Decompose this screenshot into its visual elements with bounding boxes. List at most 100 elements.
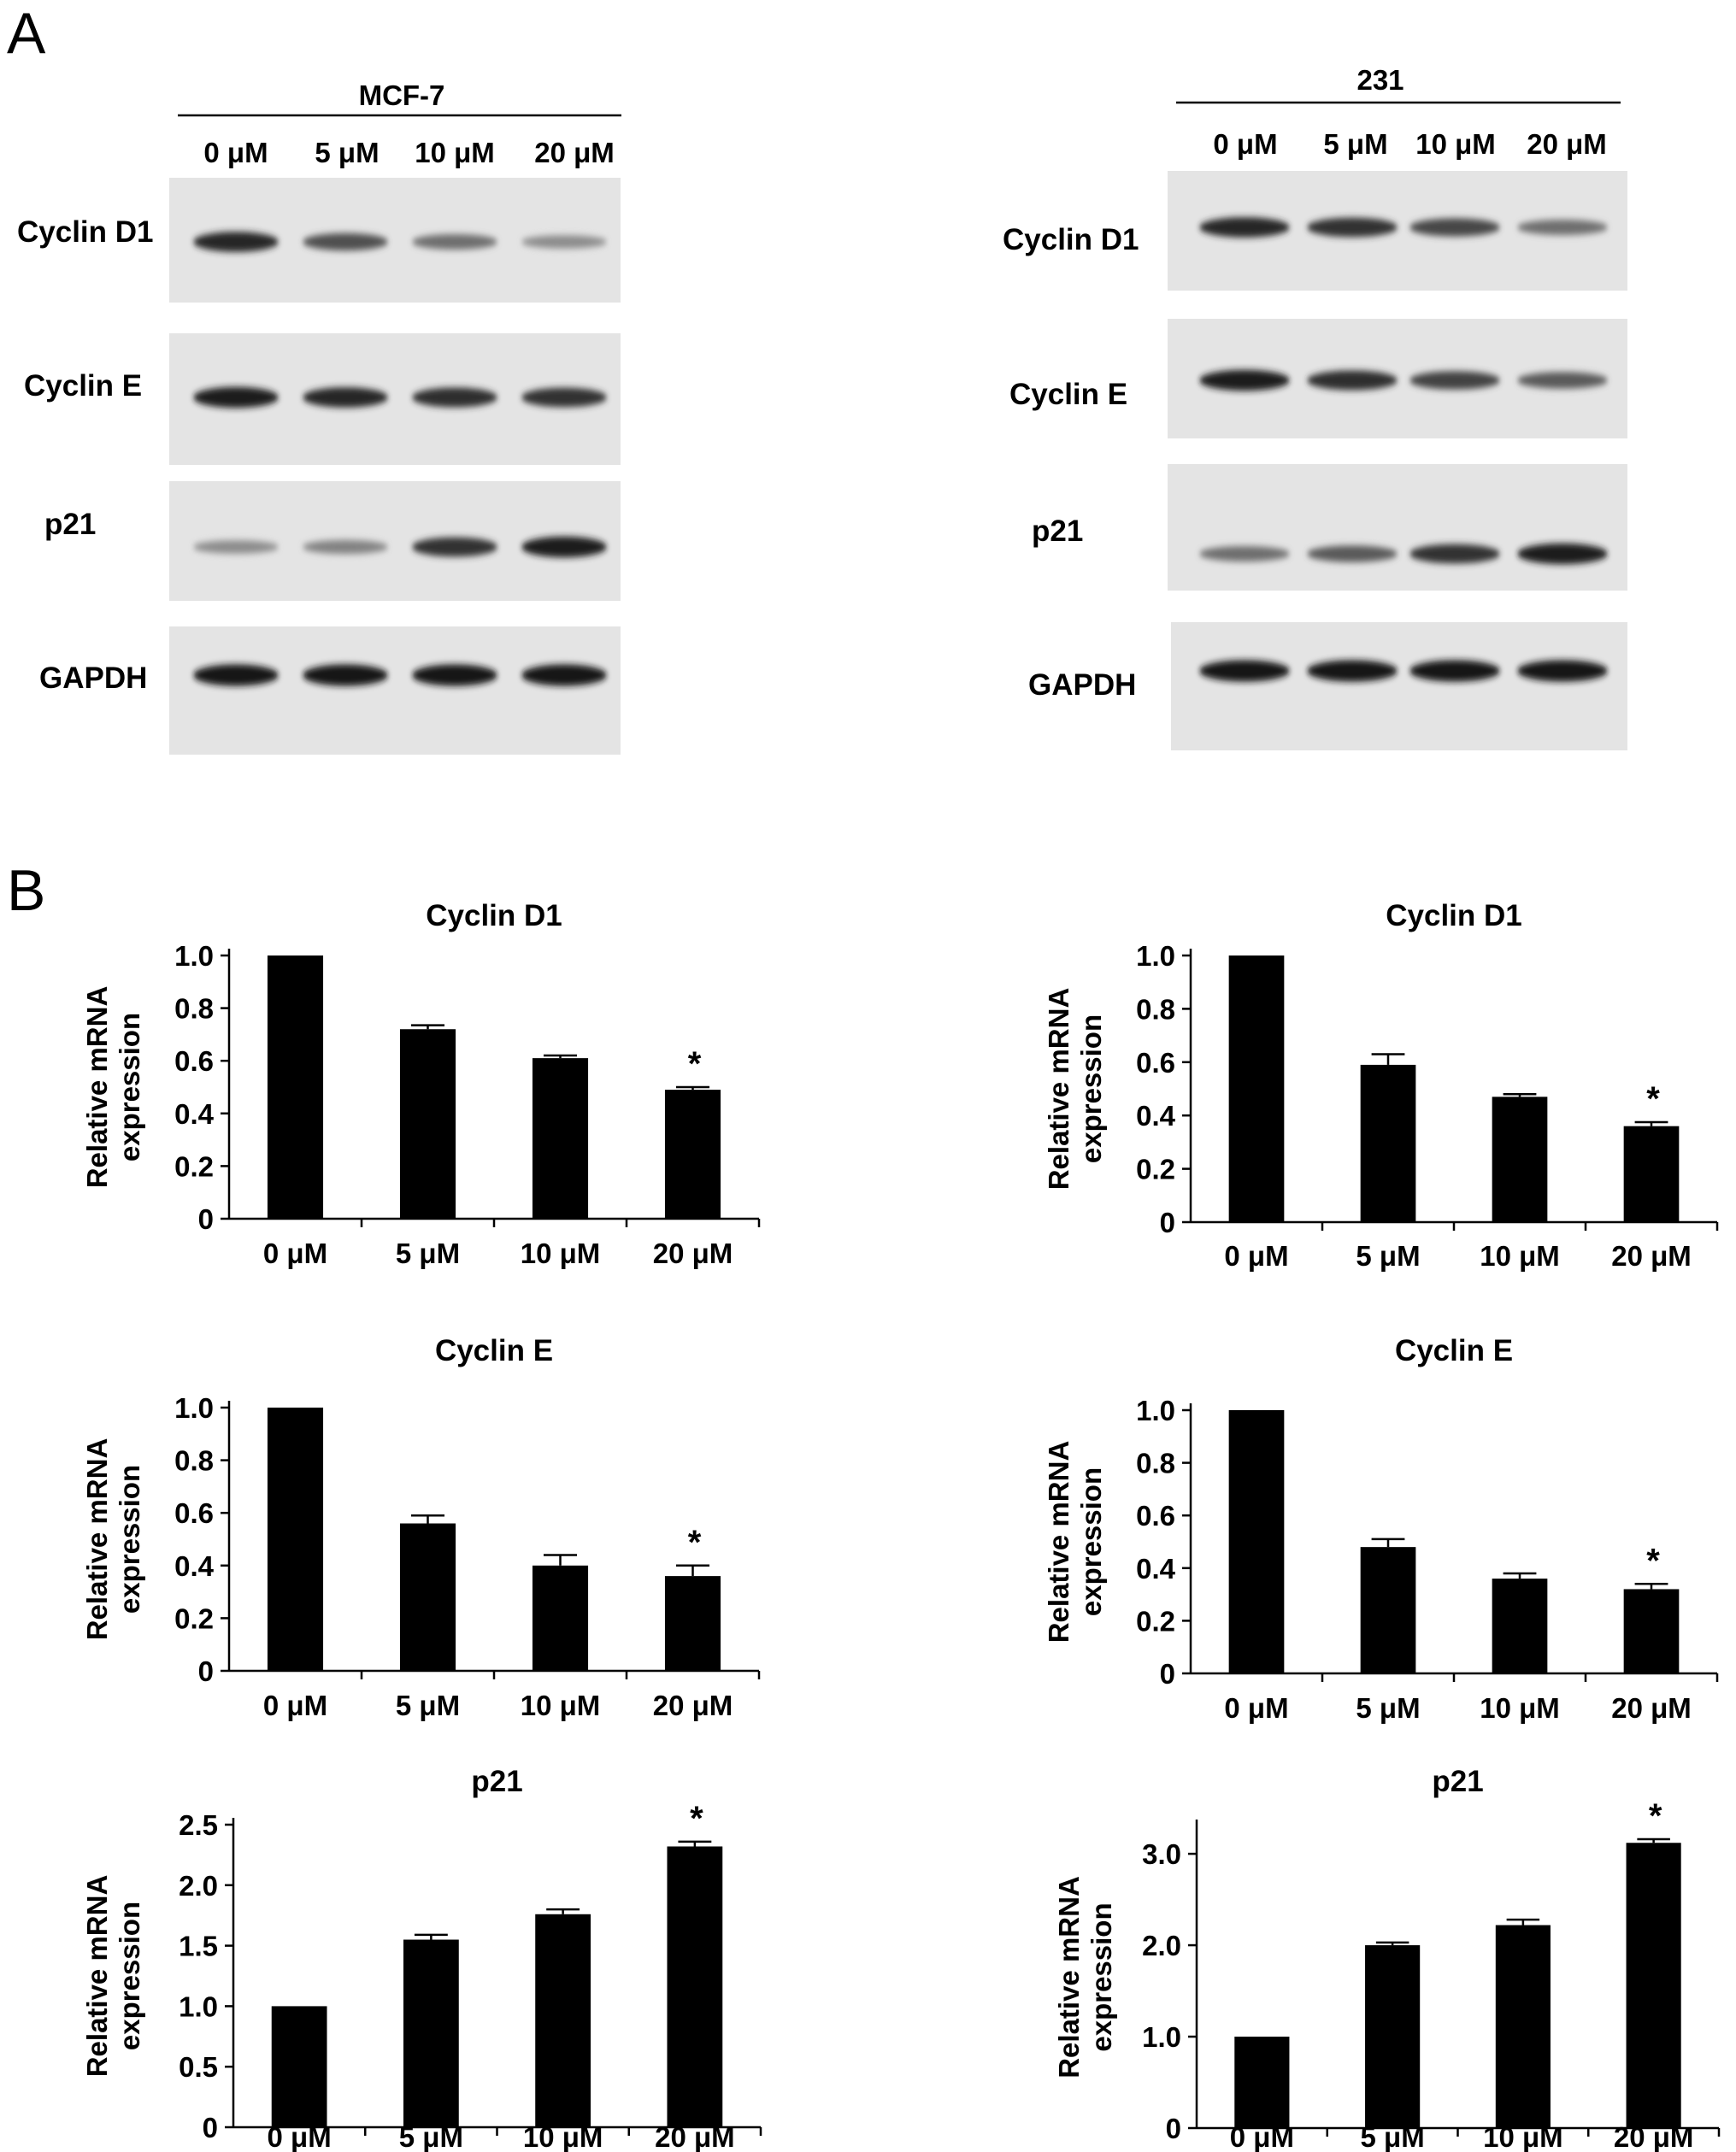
y-tick-label: 1.0 [174, 940, 214, 972]
blot-band [1517, 372, 1608, 389]
blot-strip [169, 626, 621, 755]
y-tick-label: 0 [1160, 1658, 1175, 1690]
blot-band [412, 664, 497, 686]
significance-marker: * [688, 1045, 702, 1083]
blot-band [193, 540, 279, 554]
blot-band [1307, 545, 1398, 562]
blot-row-label: p21 [44, 508, 96, 541]
bar-chart: p21 0 1.0 2.0 3.0 0 μM 5 μM 10 μM * 20 μM Relative… [1053, 1765, 1721, 2152]
y-tick-label: 0.6 [1136, 1500, 1175, 1532]
y-tick-label: 0.4 [174, 1098, 215, 1130]
blot-band [193, 664, 279, 686]
bar [1360, 1064, 1416, 1222]
blot-row-label: GAPDH [1028, 668, 1136, 702]
blot-band [193, 386, 279, 409]
blot-band [521, 536, 607, 558]
blot-band [1409, 371, 1500, 390]
bar [1626, 1843, 1681, 2128]
x-tick-label: 20 μM [653, 1238, 733, 1269]
panel-a-label: A [7, 1, 46, 66]
blot-band [1307, 660, 1398, 682]
x-tick-label: 20 μM [1611, 1240, 1692, 1272]
y-tick-label: 0.2 [174, 1602, 214, 1634]
x-tick-label: 5 μM [399, 2121, 463, 2152]
y-tick-label: 0 [198, 1203, 214, 1235]
bar-chart: Cyclin D1 0 0.2 0.4 0.6 0.8 1.0 0 μM 5 μM 10 μM * 2… [1043, 899, 1719, 1272]
y-tick-label: 0.2 [174, 1150, 214, 1182]
bar-chart: p21 0 0.5 1.0 1.5 2.0 2.5 0 μM 5 μM 10 μM * 20 μM Re… [81, 1765, 762, 2152]
x-tick-label: 5 μM [1356, 1692, 1420, 1724]
bar [1492, 1579, 1548, 1673]
y-tick-label: 1.5 [179, 1931, 218, 1962]
y-tick-label: 1.0 [1142, 2021, 1181, 2053]
blot-lane-label: 10 μM [415, 137, 495, 168]
blot-cell-line-title: MCF-7 [359, 79, 445, 111]
y-axis-label: Relative mRNAexpression [81, 986, 145, 1189]
bar [1495, 1925, 1551, 2128]
y-tick-label: 2.0 [179, 1870, 218, 1902]
y-tick-label: 3.0 [1142, 1838, 1181, 1870]
blot-band [303, 387, 388, 408]
x-tick-label: 5 μM [396, 1690, 460, 1721]
bar [667, 1846, 723, 2127]
y-tick-label: 0.8 [174, 1445, 214, 1477]
blot-lane-label: 20 μM [534, 137, 615, 168]
bar [535, 1914, 591, 2127]
bar [1623, 1589, 1680, 1673]
x-tick-label: 20 μM [653, 1690, 733, 1721]
bar [1234, 2037, 1290, 2128]
y-tick-label: 0.2 [1136, 1605, 1175, 1637]
x-tick-label: 0 μM [263, 1238, 327, 1269]
bar [1228, 955, 1285, 1222]
x-tick-label: 0 μM [268, 2121, 332, 2152]
chart-title: p21 [471, 1765, 522, 1798]
y-tick-label: 0.8 [174, 993, 214, 1025]
y-tick-label: 0 [198, 1655, 214, 1687]
bar [271, 2006, 327, 2127]
y-tick-label: 0.4 [1136, 1553, 1176, 1585]
significance-marker: * [1649, 1797, 1662, 1835]
blot-band [1199, 660, 1290, 682]
blot-band [303, 232, 388, 251]
y-axis-label: Relative mRNAexpression [1053, 1876, 1117, 2079]
significance-marker: * [1646, 1542, 1660, 1579]
x-tick-label: 10 μM [1483, 2121, 1563, 2152]
x-tick-label: 20 μM [655, 2121, 735, 2152]
blot-lane-label: 5 μM [315, 137, 379, 168]
bar [664, 1576, 721, 1671]
x-tick-label: 20 μM [1614, 2121, 1694, 2152]
chart-title: p21 [1432, 1765, 1483, 1798]
y-tick-label: 0 [203, 2112, 218, 2143]
y-tick-label: 0 [1166, 2113, 1181, 2144]
bar [532, 1565, 589, 1671]
y-tick-label: 0.6 [1136, 1047, 1175, 1079]
blot-band [521, 235, 607, 249]
bar-chart: Cyclin E 0 0.2 0.4 0.6 0.8 1.0 0 μM 5 μM 10 μM * 20… [1043, 1334, 1719, 1724]
y-tick-label: 0.8 [1136, 1448, 1175, 1479]
x-tick-label: 10 μM [521, 1238, 601, 1269]
blot-band [412, 234, 497, 250]
bar [1360, 1547, 1416, 1673]
bar [532, 1058, 589, 1219]
panel-b-label: B [7, 858, 45, 923]
bar [1623, 1126, 1680, 1222]
y-tick-label: 0.2 [1136, 1154, 1175, 1185]
blot-lane-label: 5 μM [1323, 128, 1387, 160]
y-tick-label: 0 [1160, 1207, 1175, 1238]
bar [1365, 1945, 1421, 2128]
blot-231: 231 0 μM 5 μM 10 μM 20 μM Cyclin D1 Cycl… [1003, 64, 1627, 750]
y-tick-label: 0.8 [1136, 993, 1175, 1025]
blot-row-label: p21 [1032, 514, 1083, 548]
x-tick-label: 5 μM [396, 1238, 460, 1269]
chart-title: Cyclin D1 [426, 899, 562, 932]
blot-strip [1171, 622, 1627, 750]
blot-band [1307, 217, 1398, 238]
y-axis-label: Relative mRNAexpression [81, 1875, 145, 2078]
y-axis-label: Relative mRNAexpression [1043, 988, 1107, 1191]
bar [399, 1029, 456, 1219]
x-tick-label: 0 μM [1230, 2121, 1294, 2152]
x-tick-label: 10 μM [523, 2121, 603, 2152]
y-tick-label: 0.6 [174, 1497, 214, 1529]
blot-band [1409, 218, 1500, 237]
